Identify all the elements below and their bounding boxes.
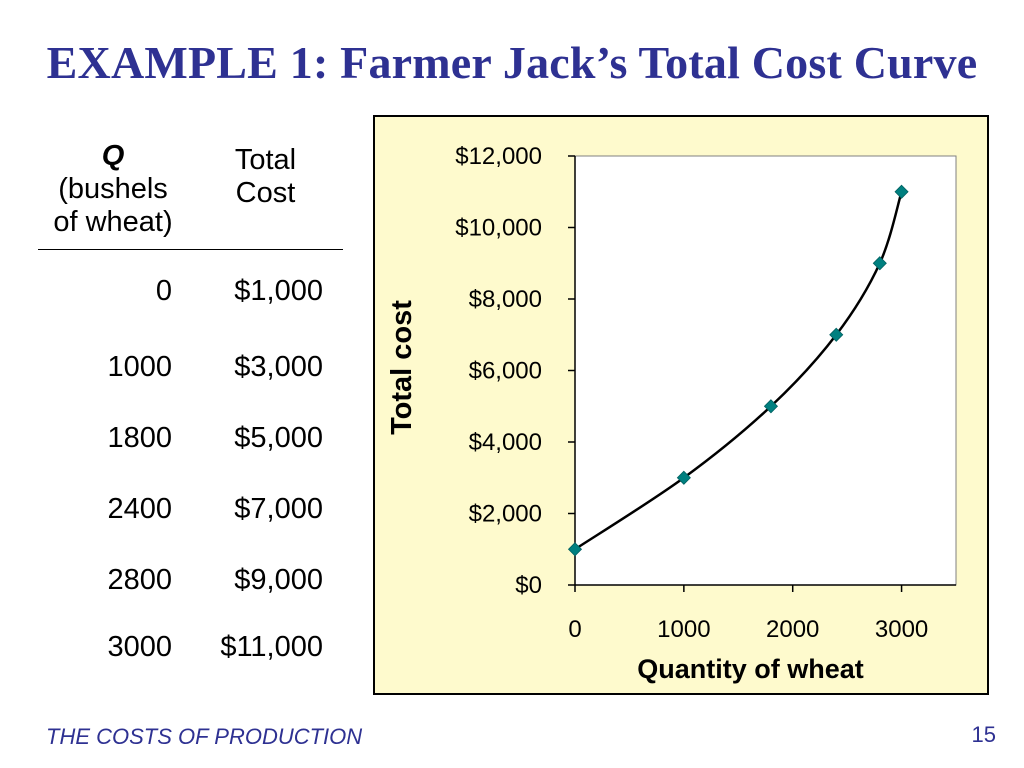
x-tick-label: 3000 bbox=[875, 616, 928, 643]
total-cost-cell: $9,000 bbox=[234, 564, 323, 596]
data-point bbox=[872, 256, 887, 271]
cost-table: Q (bushels of wheat) Total Cost 0 $1,000… bbox=[38, 140, 343, 678]
table-header-row: Q (bushels of wheat) Total Cost bbox=[38, 140, 343, 250]
plot-area bbox=[574, 155, 957, 586]
data-point bbox=[829, 327, 844, 342]
table-row: 2800 $9,000 bbox=[38, 545, 343, 616]
data-point bbox=[763, 399, 779, 414]
table-row: 0 $1,000 bbox=[38, 250, 343, 333]
total-cost-cell: $3,000 bbox=[234, 351, 323, 383]
quantity-cell: 2400 bbox=[107, 493, 172, 525]
total-cost-cell: $11,000 bbox=[220, 630, 323, 663]
chart-frame: $0 $2,000 $4,000 $6,000 $8,000 $10,000 $12,000… bbox=[373, 115, 989, 695]
quantity-cell: 1000 bbox=[107, 351, 172, 383]
table-row: 1800 $5,000 bbox=[38, 403, 343, 474]
footer-label: THE COSTS OF PRODUCTION bbox=[46, 724, 363, 749]
total-cost-cell: $1,000 bbox=[234, 274, 323, 307]
header-q-unit-line2: of wheat) bbox=[53, 206, 173, 238]
quantity-cell: 0 bbox=[155, 274, 172, 307]
table-row: 3000 $11,000 bbox=[38, 616, 343, 678]
x-tick-label: 2000 bbox=[766, 616, 819, 643]
data-point bbox=[676, 470, 691, 485]
header-q-symbol: Q bbox=[101, 140, 125, 172]
y-tick-label: $8,000 bbox=[469, 286, 542, 313]
y-tick-label: $6,000 bbox=[469, 358, 542, 385]
y-tick-label: $0 bbox=[515, 572, 542, 599]
header-total-cost: Total Cost bbox=[188, 140, 343, 250]
quantity-cell: 2800 bbox=[107, 564, 172, 596]
y-tick-label: $4,000 bbox=[469, 429, 542, 456]
y-tick-label: $12,000 bbox=[455, 143, 542, 170]
header-q-unit-line1: (bushels bbox=[58, 173, 168, 205]
data-point bbox=[567, 542, 583, 557]
quantity-cell: 3000 bbox=[107, 630, 172, 663]
y-tick-label: $10,000 bbox=[455, 215, 542, 242]
table-row: 1000 $3,000 bbox=[38, 332, 343, 403]
header-tc-line1: Total bbox=[234, 143, 297, 176]
x-tick-label: 1000 bbox=[657, 616, 710, 643]
header-quantity: Q (bushels of wheat) bbox=[38, 140, 188, 250]
y-tick-label: $2,000 bbox=[469, 501, 542, 528]
page-number: 15 bbox=[971, 722, 996, 747]
header-tc-line2: Cost bbox=[235, 176, 296, 209]
quantity-cell: 1800 bbox=[107, 422, 172, 454]
x-axis-label: Quantity of wheat bbox=[637, 654, 864, 684]
slide-title: EXAMPLE 1: Farmer Jack’s Total Cost Curv… bbox=[46, 37, 978, 88]
y-axis-label: Total cost bbox=[386, 300, 418, 435]
x-tick-label: 0 bbox=[568, 616, 581, 643]
total-cost-cell: $7,000 bbox=[234, 493, 323, 525]
data-point bbox=[894, 184, 909, 199]
total-cost-cell: $5,000 bbox=[234, 422, 323, 454]
total-cost-chart: $0 $2,000 $4,000 $6,000 $8,000 $10,000 $12,000… bbox=[386, 143, 957, 684]
table-row: 2400 $7,000 bbox=[38, 474, 343, 545]
